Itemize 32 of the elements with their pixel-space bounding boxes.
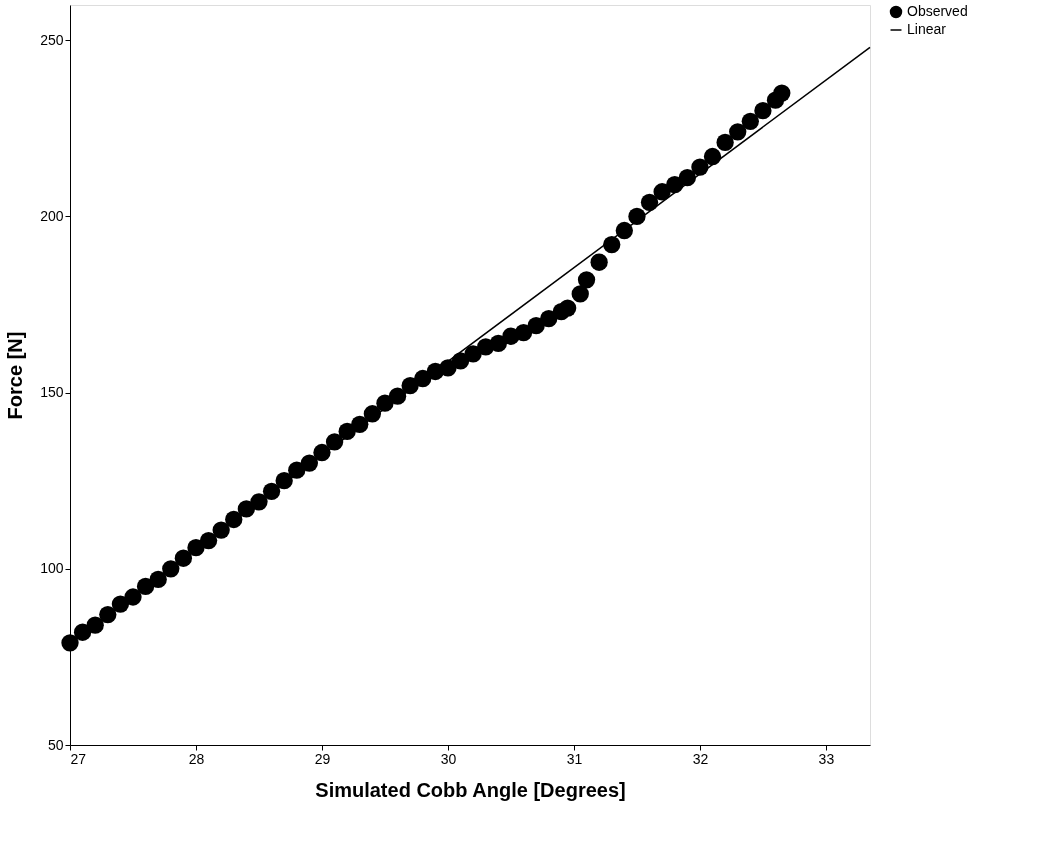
legend-label: Linear xyxy=(907,21,947,37)
point xyxy=(703,147,722,166)
point xyxy=(61,634,79,652)
point xyxy=(571,285,589,303)
x-tick-label: 27 xyxy=(70,750,87,767)
point xyxy=(558,299,577,317)
y-axis-title: Force [N] xyxy=(4,331,27,420)
point xyxy=(540,309,558,328)
y-tick-label: 250 xyxy=(40,31,64,48)
point xyxy=(527,317,545,335)
point xyxy=(729,123,747,141)
point xyxy=(754,102,772,120)
y-tick-label: 50 xyxy=(47,736,64,753)
point xyxy=(514,324,533,342)
x-tick-label: 31 xyxy=(566,750,583,767)
y-tick-label: 200 xyxy=(40,207,64,224)
point xyxy=(716,133,734,152)
point xyxy=(741,112,759,130)
point xyxy=(489,334,508,352)
point xyxy=(773,84,791,102)
legend-label: Observed xyxy=(907,3,968,19)
point xyxy=(640,193,659,211)
x-tick-label: 29 xyxy=(314,750,331,767)
x-tick-label: 28 xyxy=(188,750,205,767)
point xyxy=(577,271,596,289)
y-tick-label: 100 xyxy=(40,560,64,577)
x-axis-title: Simulated Cobb Angle [Degrees] xyxy=(315,778,626,801)
y-tick-label: 150 xyxy=(40,384,64,401)
x-tick-label: 32 xyxy=(692,750,709,767)
x-tick-label: 30 xyxy=(440,750,457,767)
x-tick-label: 33 xyxy=(818,750,835,767)
point xyxy=(590,253,608,271)
